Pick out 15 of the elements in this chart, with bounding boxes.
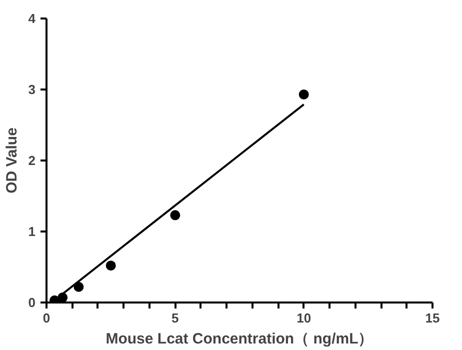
y-tick-label: 4	[28, 11, 36, 26]
x-tick-label: 10	[296, 310, 312, 326]
point	[170, 210, 180, 220]
x-axis-title: Mouse Lcat Concentration（ ng/mL）	[106, 330, 374, 348]
x-tick-label: 15	[425, 310, 440, 326]
y-axis-title: OD Value	[3, 128, 20, 194]
point	[298, 89, 309, 100]
y-tick-label: 3	[28, 82, 36, 97]
y-tick-label: 1	[28, 224, 36, 239]
y-tick-label: 2	[28, 153, 36, 168]
y-tick-label: 0	[28, 295, 36, 310]
x-tick-label: 0	[42, 310, 50, 326]
x-tick-label: 5	[172, 310, 179, 326]
point	[74, 282, 84, 292]
point	[106, 260, 116, 271]
